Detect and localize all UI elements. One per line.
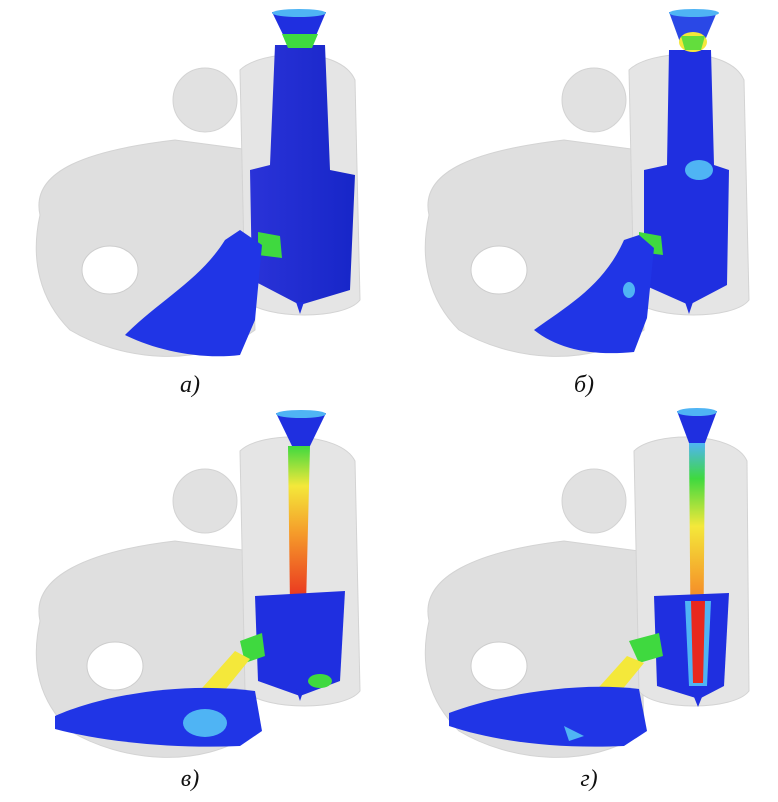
panel-a: а) (0, 0, 389, 401)
metal-fill (125, 9, 355, 357)
panel-label-b: б) (573, 372, 595, 398)
metal-fill (55, 410, 345, 747)
panel-label-a: а) (180, 372, 200, 398)
panel-b: б) (389, 0, 778, 401)
simulation-image-b (424, 9, 750, 357)
panel-c: в) (0, 401, 389, 802)
simulation-image-c (35, 410, 361, 758)
simulation-image-d (424, 408, 750, 758)
panel-label-d: г) (580, 766, 598, 792)
metal-fill (449, 408, 729, 747)
panel-label-c: в) (180, 766, 200, 792)
simulation-image-a (35, 9, 361, 357)
metal-fill (534, 9, 729, 354)
panel-d: г) (389, 401, 778, 802)
